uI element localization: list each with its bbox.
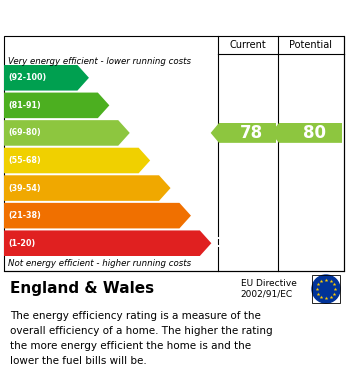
- Text: (69-80): (69-80): [8, 128, 41, 137]
- Text: (92-100): (92-100): [8, 73, 46, 82]
- Text: (39-54): (39-54): [8, 183, 41, 193]
- Text: 78: 78: [240, 124, 263, 142]
- Bar: [4, 36, 344, 271]
- Text: C: C: [131, 126, 141, 140]
- Text: England & Wales: England & Wales: [10, 282, 154, 296]
- Circle shape: [312, 275, 340, 303]
- Text: A: A: [90, 71, 101, 85]
- Polygon shape: [4, 175, 171, 201]
- Text: (81-91): (81-91): [8, 101, 41, 110]
- Polygon shape: [211, 123, 276, 143]
- Text: G: G: [212, 236, 224, 250]
- Text: F: F: [192, 209, 201, 222]
- Bar: [312, 275, 340, 303]
- Polygon shape: [4, 203, 191, 228]
- Text: (21-38): (21-38): [8, 211, 41, 220]
- Polygon shape: [4, 148, 150, 173]
- Text: Not energy efficient - higher running costs: Not energy efficient - higher running co…: [8, 260, 191, 269]
- Polygon shape: [271, 123, 342, 143]
- Text: The energy efficiency rating is a measure of the
overall efficiency of a home. T: The energy efficiency rating is a measur…: [10, 311, 273, 366]
- Text: Current: Current: [230, 40, 266, 50]
- Text: E: E: [172, 181, 181, 195]
- Polygon shape: [4, 230, 211, 256]
- Text: Potential: Potential: [290, 40, 332, 50]
- Text: 80: 80: [303, 124, 326, 142]
- Text: (55-68): (55-68): [8, 156, 41, 165]
- Polygon shape: [4, 65, 89, 91]
- Text: EU Directive: EU Directive: [241, 280, 296, 289]
- Text: D: D: [151, 154, 163, 167]
- Text: Very energy efficient - lower running costs: Very energy efficient - lower running co…: [8, 57, 191, 66]
- Polygon shape: [4, 93, 109, 118]
- Polygon shape: [4, 120, 130, 146]
- Text: 2002/91/EC: 2002/91/EC: [241, 289, 293, 298]
- Text: B: B: [110, 99, 121, 112]
- Text: Energy Efficiency Rating: Energy Efficiency Rating: [7, 7, 236, 25]
- Text: (1-20): (1-20): [8, 239, 35, 248]
